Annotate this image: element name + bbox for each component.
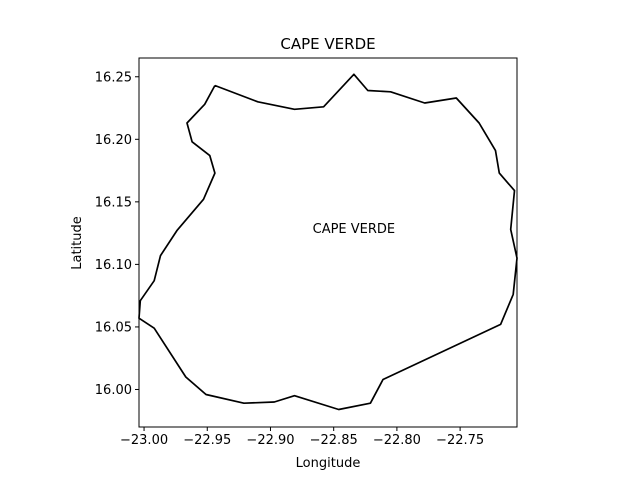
- x-tick-label: −22.75: [436, 433, 484, 448]
- map-title: CAPE VERDE: [280, 35, 375, 53]
- y-tick-label: 16.10: [95, 258, 132, 273]
- region-label: CAPE VERDE: [313, 222, 396, 237]
- y-axis-label: Latitude: [70, 216, 85, 270]
- x-axis-label: Longitude: [296, 456, 361, 471]
- x-tick-label: −23.00: [120, 433, 168, 448]
- axis-ticks: −23.00 −22.95 −22.90 −22.85 −22.80 −22.75 16.0…: [95, 70, 484, 448]
- y-tick-label: 16.15: [95, 195, 132, 210]
- x-tick-label: −22.90: [246, 433, 294, 448]
- y-tick-label: 16.00: [95, 383, 132, 398]
- y-tick-label: 16.25: [95, 70, 132, 85]
- plot-frame: [138, 57, 518, 428]
- y-tick-label: 16.05: [95, 320, 132, 335]
- x-tick-label: −22.85: [310, 433, 358, 448]
- x-tick-label: −22.80: [373, 433, 421, 448]
- x-tick-label: −22.95: [183, 433, 231, 448]
- country-outline: [138, 73, 518, 411]
- y-tick-label: 16.20: [95, 133, 132, 148]
